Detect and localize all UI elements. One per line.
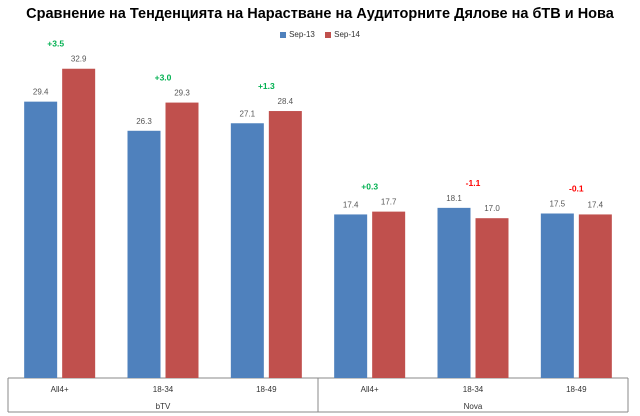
bar-sep-13-5 <box>540 213 574 378</box>
category-label-4: 18-34 <box>463 385 484 394</box>
bar-sep-13-3 <box>334 214 368 378</box>
bar-sep-14-4 <box>475 218 509 378</box>
bar-sep-14-2 <box>268 111 302 378</box>
group-label-nova: Nova <box>464 402 483 411</box>
category-label-2: 18-49 <box>256 385 277 394</box>
value-label-sep-14-5: 17.4 <box>588 200 604 209</box>
legend-label-sep-13: Sep-13 <box>289 30 315 40</box>
category-label-1: 18-34 <box>153 385 174 394</box>
change-label-2: +1.3 <box>258 81 275 91</box>
value-label-sep-13-0: 29.4 <box>33 88 49 97</box>
legend-swatch-sep-14 <box>325 32 332 39</box>
legend: Sep-13 Sep-14 <box>0 30 640 39</box>
group-label-btv: bTV <box>156 402 171 411</box>
change-label-3: +0.3 <box>361 182 378 192</box>
chart-title: Сравнение на Тенденцията на Нарастване н… <box>26 6 614 22</box>
change-label-1: +3.0 <box>155 73 172 83</box>
category-label-0: All4+ <box>51 385 69 394</box>
change-label-0: +3.5 <box>47 39 64 49</box>
category-label-5: 18-49 <box>566 385 587 394</box>
bar-sep-14-3 <box>372 211 406 378</box>
legend-label-sep-14: Sep-14 <box>334 30 360 40</box>
bar-sep-13-4 <box>437 207 471 378</box>
change-label-5: -0.1 <box>569 184 584 194</box>
bar-sep-13-0 <box>24 101 58 378</box>
value-label-sep-13-5: 17.5 <box>550 200 566 209</box>
legend-swatch-sep-13 <box>280 32 287 39</box>
value-label-sep-14-2: 28.4 <box>278 97 294 106</box>
value-label-sep-13-1: 26.3 <box>136 117 152 126</box>
bar-sep-14-5 <box>578 214 612 378</box>
value-label-sep-13-4: 18.1 <box>446 194 462 203</box>
value-label-sep-14-4: 17.0 <box>484 204 500 213</box>
value-label-sep-14-0: 32.9 <box>71 55 87 64</box>
bar-sep-14-1 <box>165 102 199 378</box>
change-label-4: -1.1 <box>466 178 481 188</box>
value-label-sep-13-2: 27.1 <box>240 109 256 118</box>
value-label-sep-13-3: 17.4 <box>343 200 359 209</box>
legend-item-sep-13: Sep-13 <box>280 30 315 39</box>
value-label-sep-14-3: 17.7 <box>381 198 397 207</box>
bar-sep-13-1 <box>127 130 161 378</box>
category-label-3: All4+ <box>361 385 379 394</box>
bar-sep-14-0 <box>62 68 96 379</box>
bar-sep-13-2 <box>230 123 264 378</box>
legend-item-sep-14: Sep-14 <box>325 30 360 39</box>
value-label-sep-14-1: 29.3 <box>174 89 190 98</box>
